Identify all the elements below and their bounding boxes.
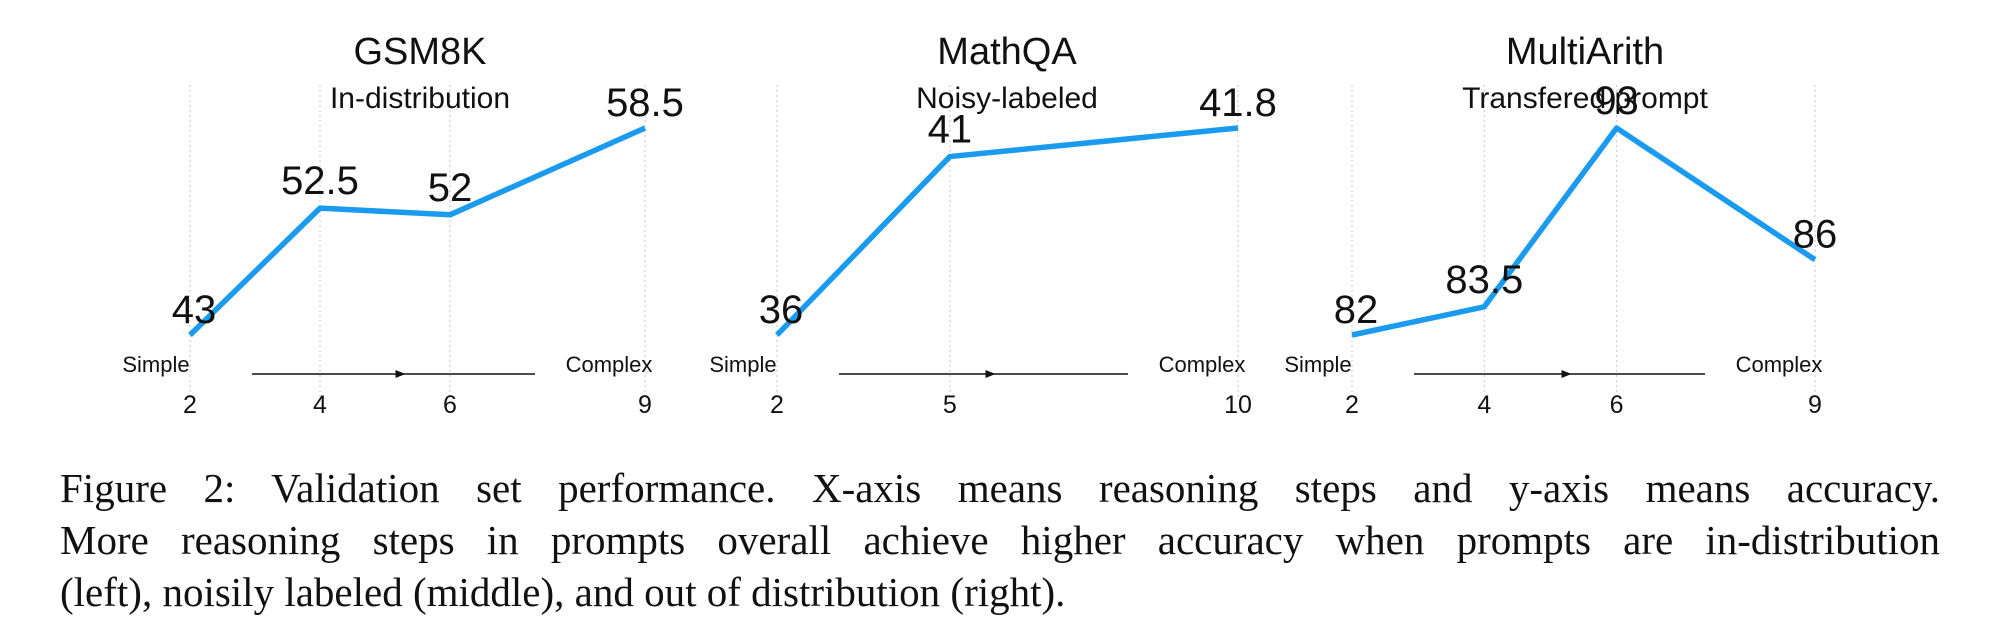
- data-label: 83.5: [1445, 258, 1523, 302]
- chart-panel-2: MathQA Noisy-labeled Simple Complex 2 5 10 36 41…: [709, 31, 1277, 419]
- chart-subtitle: In-distribution: [330, 82, 510, 115]
- data-label: 58.5: [606, 81, 684, 125]
- x-tick-label: 4: [313, 391, 327, 419]
- caption-line-2: More reasoning steps in prompts overall …: [60, 517, 1940, 563]
- data-label: 52: [428, 166, 473, 210]
- simple-label: Simple: [709, 352, 776, 377]
- figure-caption: Figure 2: Validation set performance. X-…: [60, 462, 1940, 618]
- x-tick-label: 2: [183, 391, 197, 419]
- chart-title: MathQA: [937, 31, 1077, 73]
- chart-subtitle: Noisy-labeled: [916, 82, 1098, 115]
- series-line: [1351, 125, 1817, 338]
- chart-panel-1: GSM8K In-distribution Simple Complex 2 4 6 9 43 5…: [122, 31, 684, 419]
- x-tick-label: 6: [1610, 391, 1624, 419]
- x-tick-label: 6: [443, 391, 457, 419]
- data-label: 41.8: [1199, 81, 1277, 125]
- arrow-head-icon: [1561, 370, 1572, 378]
- series-line: [775, 125, 1239, 337]
- x-tick-label: 4: [1477, 391, 1491, 419]
- data-label: 43: [172, 288, 217, 332]
- x-tick-label: 9: [638, 391, 652, 419]
- data-label: 36: [759, 288, 804, 332]
- complex-label: Complex: [1159, 352, 1246, 377]
- data-label: 93: [1594, 79, 1639, 123]
- complex-label: Complex: [566, 352, 653, 377]
- arrow-head-icon: [395, 370, 406, 378]
- x-tick-label: 2: [1345, 391, 1359, 419]
- data-label: 41: [928, 108, 973, 152]
- chart-title: GSM8K: [353, 31, 486, 73]
- chart-title: MultiArith: [1506, 31, 1664, 73]
- x-tick-label: 5: [943, 391, 957, 419]
- arrow-head-icon: [985, 370, 996, 378]
- simple-label: Simple: [122, 352, 189, 377]
- caption-line-1: Figure 2: Validation set performance. X-…: [60, 465, 1940, 511]
- figure-charts: GSM8K In-distribution Simple Complex 2 4 6 9 43 5…: [122, 31, 1837, 419]
- data-label: 86: [1793, 213, 1838, 257]
- data-label: 82: [1334, 288, 1379, 332]
- caption-line-3: (left), noisily labeled (middle), and ou…: [60, 569, 1066, 615]
- chart-subtitle: Transfered prompt: [1462, 82, 1708, 115]
- chart-panel-3: MultiArith Transfered prompt Simple Complex…: [1284, 31, 1837, 419]
- simple-label: Simple: [1284, 352, 1351, 377]
- complex-label: Complex: [1736, 352, 1823, 377]
- series-line: [188, 125, 647, 337]
- x-tick-label: 10: [1224, 391, 1252, 419]
- x-tick-label: 2: [770, 391, 784, 419]
- data-label: 52.5: [281, 159, 359, 203]
- x-tick-label: 9: [1808, 391, 1822, 419]
